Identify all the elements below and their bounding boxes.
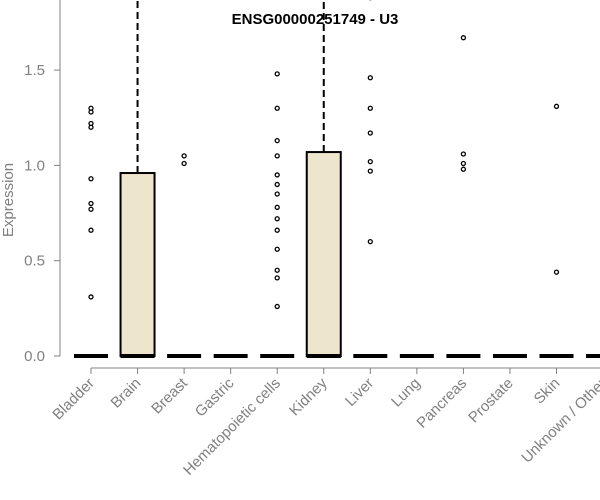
box-group [119,0,156,358]
box-group [305,0,342,358]
x-tick-label: Lung [388,375,424,411]
outlier-point [274,172,280,178]
outlier-point [553,103,560,109]
x-tick-label: Breast [148,374,191,417]
outlier-point [88,227,94,233]
outlier-point [274,191,280,197]
box-group [586,354,600,358]
outlier-point [88,294,94,300]
outlier-point [181,160,187,167]
outlier-point [274,227,280,233]
y-axis-label: Expression [0,163,17,237]
box [119,172,156,357]
plot-area [74,0,600,358]
x-tick-label: Liver [342,375,377,410]
box [305,151,342,357]
outlier-point [274,181,280,188]
box-group [539,103,574,358]
y-tick-label: 1.0 [24,157,45,174]
chart-title: ENSG00000251749 - U3 [232,11,399,28]
outlier-point [274,267,280,273]
outlier-point [274,246,280,252]
x-tick-label: Skin [531,375,564,408]
outlier-point [274,71,280,77]
outlier-point [553,269,560,275]
box-group [167,153,202,358]
x-tick-label: Prostate [465,375,517,427]
outlier-point [460,35,467,41]
outlier-point [367,158,373,165]
outlier-point [460,160,467,167]
y-axis: 0.00.51.01.52.02.53.0 [24,0,61,365]
y-tick-label: 0.0 [24,348,45,365]
outlier-point [274,137,280,144]
y-tick-label: 0.5 [24,253,45,270]
outlier-point [274,153,280,159]
outlier-point [88,109,94,115]
outlier-point [367,168,373,174]
box-group [74,105,108,358]
outlier-point [88,124,94,130]
outlier-point [460,151,467,157]
outlier-point [367,105,373,111]
outlier-point [274,303,280,310]
x-tick-label: Kidney [286,374,331,419]
outlier-point [274,216,280,222]
outlier-point [88,200,94,207]
box-group [260,71,295,358]
box-group [446,35,481,358]
outlier-point [460,166,467,172]
x-tick-label: Gastric [192,374,238,420]
outlier-point [367,238,373,245]
outlier-point [274,275,280,281]
outlier-point [88,176,94,182]
box-group [213,354,248,358]
x-tick-label: Pancreas [413,375,470,432]
outlier-point [367,75,373,81]
outlier-point [274,204,280,210]
outlier-point [367,130,373,136]
outlier-point [181,153,187,159]
box-group [353,0,388,358]
x-tick-label: Bladder [49,375,98,424]
outlier-point [274,105,280,111]
x-tick-label: Brain [108,375,145,412]
y-tick-label: 1.5 [24,62,45,79]
outlier-point [88,206,94,212]
